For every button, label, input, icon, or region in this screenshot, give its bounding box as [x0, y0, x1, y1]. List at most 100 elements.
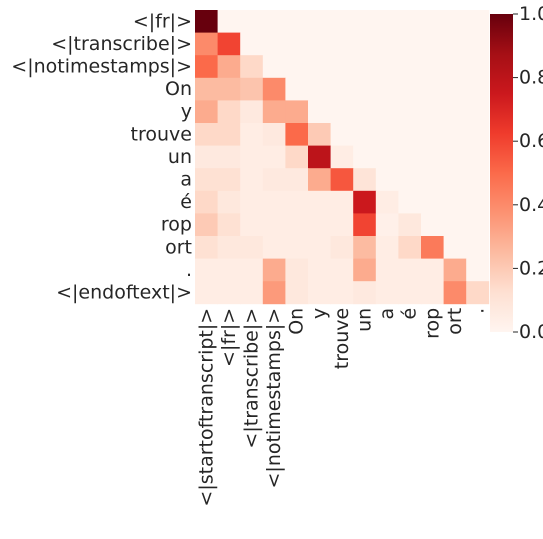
heatmap-cell-r8-c6: [330, 190, 354, 214]
heatmap-cell-r12-c8: [375, 281, 399, 305]
heatmap-cell-r10-c12: [466, 236, 490, 259]
y-tick-label-6: un: [168, 146, 192, 168]
heatmap-cell-r4-c0: [195, 100, 218, 124]
heatmap-cell-r7-c8: [375, 168, 399, 192]
heatmap-cell-r10-c11: [443, 236, 467, 259]
heatmap-cell-r10-c7: [353, 236, 377, 259]
x-tick-label-9: é: [399, 308, 421, 320]
heatmap-cell-r11-c11: [443, 258, 467, 282]
heatmap-cell-r3-c3: [262, 77, 286, 101]
heatmap-cell-r2-c2: [240, 55, 264, 79]
heatmap-cell-r11-c0: [195, 258, 218, 282]
heatmap-cell-r2-c10: [421, 55, 444, 79]
heatmap-cell-r9-c7: [353, 213, 377, 237]
heatmap-cell-r2-c9: [398, 55, 422, 79]
heatmap-cell-r4-c5: [308, 100, 331, 124]
heatmap-cell-r6-c6: [330, 145, 354, 169]
heatmap-cell-r1-c3: [262, 32, 286, 56]
heatmap-cell-r8-c3: [262, 190, 286, 214]
heatmap-cell-r10-c4: [285, 236, 309, 259]
heatmap-cell-r0-c6: [330, 10, 354, 33]
heatmap-cell-r0-c5: [308, 10, 331, 33]
heatmap-cell-r0-c9: [398, 10, 422, 33]
heatmap-cell-r2-c1: [217, 55, 241, 79]
heatmap-cell-r7-c2: [240, 168, 264, 192]
heatmap-cell-r6-c10: [421, 145, 444, 169]
heatmap-cell-r9-c5: [308, 213, 331, 237]
heatmap-cell-r7-c10: [421, 168, 444, 192]
heatmap-cell-r11-c8: [375, 258, 399, 282]
heatmap-cell-r4-c10: [421, 100, 444, 124]
heatmap-cell-r8-c9: [398, 190, 422, 214]
heatmap-cell-r10-c10: [421, 236, 444, 259]
y-tick-label-12: <|endoftext|>: [56, 282, 192, 304]
heatmap-cell-r9-c9: [398, 213, 422, 237]
heatmap-cell-r10-c1: [217, 236, 241, 259]
heatmap-cell-r9-c3: [262, 213, 286, 237]
heatmap-cell-r2-c5: [308, 55, 331, 79]
heatmap-cell-r6-c1: [217, 145, 241, 169]
heatmap-cell-r12-c1: [217, 281, 241, 305]
heatmap-cell-r4-c11: [443, 100, 467, 124]
x-tick-label-8: a: [376, 308, 398, 320]
heatmap-cell-r3-c7: [353, 77, 377, 101]
heatmap-cell-r6-c2: [240, 145, 264, 169]
heatmap-cell-r4-c3: [262, 100, 286, 124]
heatmap-cell-r3-c8: [375, 77, 399, 101]
heatmap-cell-r0-c1: [217, 10, 241, 33]
heatmap-cell-r1-c0: [195, 32, 218, 56]
heatmap-cell-r5-c5: [308, 123, 331, 146]
x-tick-label-7: un: [354, 308, 376, 332]
y-tick-label-2: <|notimestamps|>: [11, 56, 192, 78]
heatmap-cell-r1-c2: [240, 32, 264, 56]
heatmap-cell-r2-c4: [285, 55, 309, 79]
heatmap-cell-r5-c4: [285, 123, 309, 146]
heatmap-cell-r0-c10: [421, 10, 444, 33]
heatmap-cell-r1-c1: [217, 32, 241, 56]
heatmap-cell-r5-c1: [217, 123, 241, 146]
colorbar-tick-label-2: 0.4: [519, 194, 543, 216]
colorbar-ticks: 0.0 0.2 0.4 0.6 0.8 1.0: [513, 3, 543, 343]
heatmap-cell-r7-c5: [308, 168, 331, 192]
heatmap-cell-r2-c11: [443, 55, 467, 79]
x-tick-label-3: <|notimestamps|>: [263, 308, 285, 489]
heatmap-cell-r1-c6: [330, 32, 354, 56]
heatmap-cell-r2-c12: [466, 55, 490, 79]
heatmap-cell-r6-c11: [443, 145, 467, 169]
heatmap-cell-r0-c0: [195, 10, 218, 33]
heatmap-cell-r6-c5: [308, 145, 331, 169]
heatmap-cell-r9-c4: [285, 213, 309, 237]
heatmap-cell-r10-c8: [375, 236, 399, 259]
heatmap-cell-r10-c2: [240, 236, 264, 259]
y-tick-label-3: On: [165, 78, 192, 100]
heatmap-cell-r2-c7: [353, 55, 377, 79]
heatmap-cell-r1-c5: [308, 32, 331, 56]
heatmap-cell-r4-c6: [330, 100, 354, 124]
y-tick-label-4: y: [181, 101, 192, 123]
heatmap-cell-r6-c7: [353, 145, 377, 169]
heatmap-cell-r5-c6: [330, 123, 354, 146]
heatmap-cell-r3-c1: [217, 77, 241, 101]
heatmap-cell-r11-c10: [421, 258, 444, 282]
heatmap-cell-r7-c0: [195, 168, 218, 192]
colorbar-tick-label-5: 1.0: [519, 3, 543, 25]
x-axis-tick-labels: <|startoftranscript|> <|fr|> <|transcribe|…: [195, 308, 488, 507]
heatmap-cell-r9-c8: [375, 213, 399, 237]
heatmap-cell-r8-c7: [353, 190, 377, 214]
heatmap-cell-r5-c9: [398, 123, 422, 146]
heatmap-cell-r0-c12: [466, 10, 490, 33]
y-tick-label-1: <|transcribe|>: [51, 33, 192, 55]
heatmap-cell-r3-c0: [195, 77, 218, 101]
y-axis-tick-labels: <|fr|><|transcribe|><|notimestamps|>Onyt…: [11, 10, 192, 303]
heatmap-cell-r5-c0: [195, 123, 218, 146]
heatmap-cell-r9-c2: [240, 213, 264, 237]
heatmap-cell-r1-c4: [285, 32, 309, 56]
heatmap-cell-r5-c3: [262, 123, 286, 146]
heatmap-cell-r9-c10: [421, 213, 444, 237]
heatmap-cell-r8-c8: [375, 190, 399, 214]
heatmap-cell-r0-c4: [285, 10, 309, 33]
heatmap-cell-r9-c0: [195, 213, 218, 237]
heatmap-cell-r12-c5: [308, 281, 331, 305]
y-tick-label-0: <|fr|>: [133, 10, 192, 32]
